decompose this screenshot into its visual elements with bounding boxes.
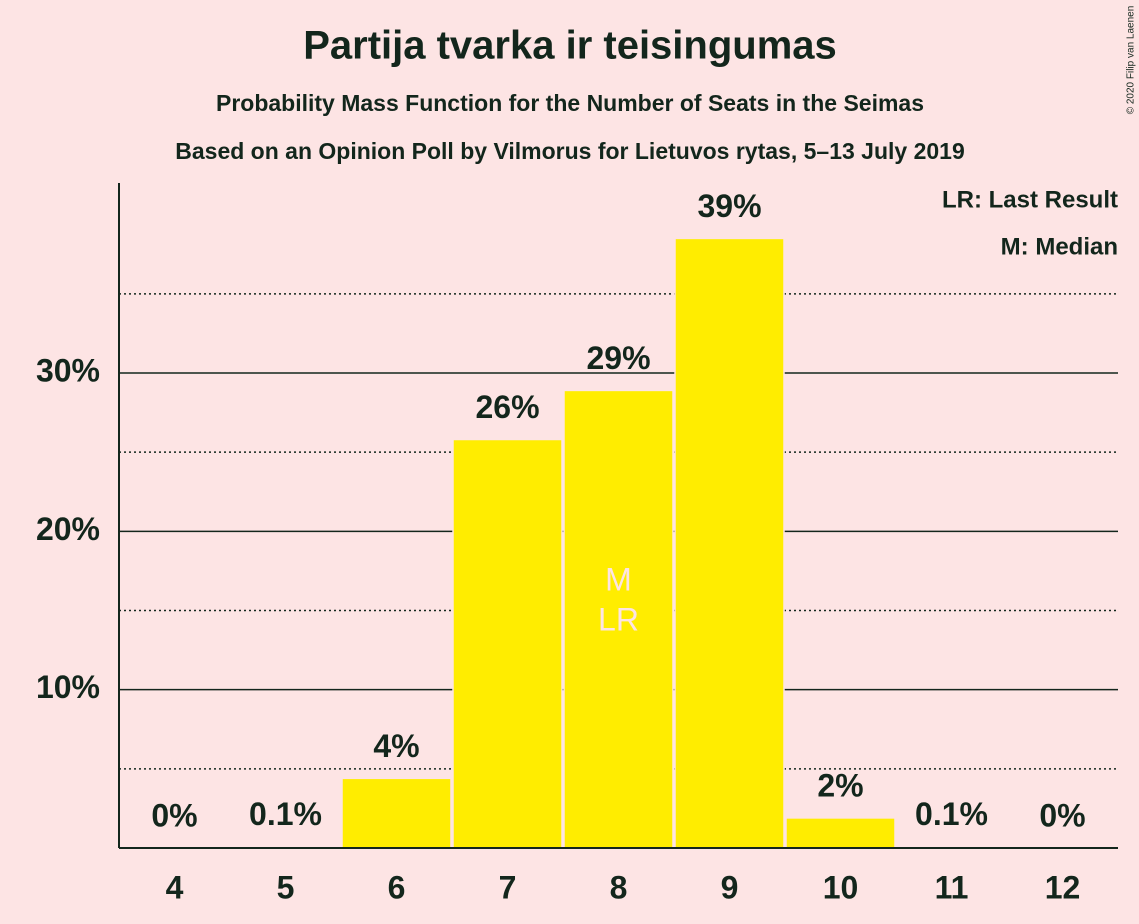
y-tick-label: 30% bbox=[36, 352, 100, 388]
value-label: 0% bbox=[151, 797, 197, 833]
bar bbox=[674, 237, 785, 849]
value-label: 2% bbox=[817, 767, 863, 803]
x-tick-label: 4 bbox=[166, 869, 184, 905]
value-label: 39% bbox=[697, 188, 761, 224]
bar-marker: LR bbox=[598, 601, 639, 637]
value-label: 26% bbox=[475, 389, 539, 425]
value-label: 0.1% bbox=[915, 796, 988, 832]
value-label: 0% bbox=[1039, 797, 1085, 833]
x-tick-label: 5 bbox=[277, 869, 295, 905]
y-tick-label: 20% bbox=[36, 511, 100, 547]
value-label: 4% bbox=[373, 728, 419, 764]
chart-source: Based on an Opinion Poll by Vilmorus for… bbox=[175, 138, 965, 164]
legend-entry: M: Median bbox=[1001, 233, 1118, 260]
chart-subtitle: Probability Mass Function for the Number… bbox=[216, 90, 924, 116]
value-label: 29% bbox=[586, 340, 650, 376]
x-tick-label: 6 bbox=[388, 869, 406, 905]
x-tick-label: 11 bbox=[935, 869, 969, 905]
bar bbox=[785, 817, 896, 849]
x-tick-label: 9 bbox=[721, 869, 739, 905]
y-tick-label: 10% bbox=[36, 669, 100, 705]
legend-entry: LR: Last Result bbox=[942, 186, 1118, 213]
bar bbox=[341, 777, 452, 849]
x-tick-label: 10 bbox=[823, 869, 859, 905]
x-tick-label: 12 bbox=[1045, 869, 1081, 905]
copyright: © 2020 Filip van Laenen bbox=[1126, 6, 1137, 115]
value-label: 0.1% bbox=[249, 796, 322, 832]
chart-title: Partija tvarka ir teisingumas bbox=[303, 24, 837, 68]
bar-marker: M bbox=[605, 561, 632, 597]
bar bbox=[452, 438, 563, 849]
x-tick-label: 7 bbox=[499, 869, 517, 905]
x-tick-label: 8 bbox=[610, 869, 628, 905]
